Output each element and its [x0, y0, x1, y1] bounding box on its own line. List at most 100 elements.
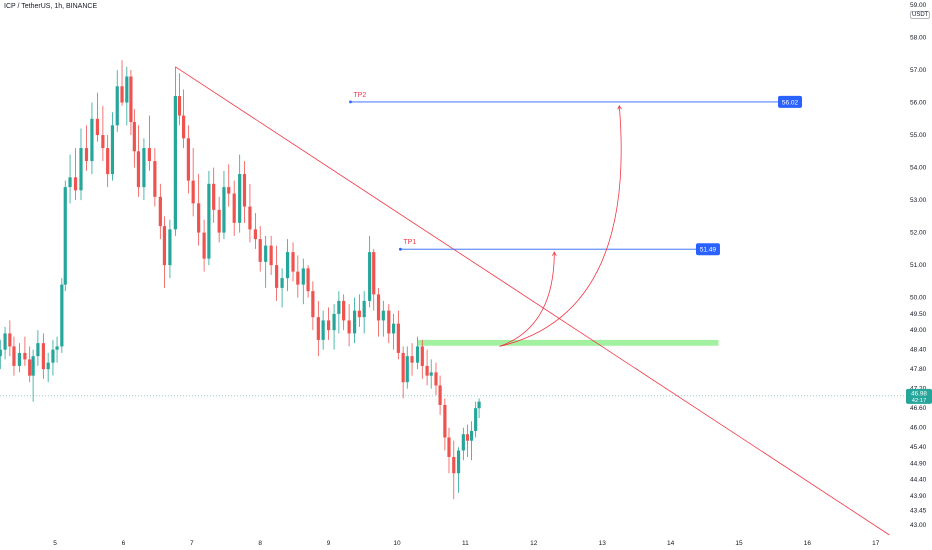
x-tick-label: 12: [530, 540, 538, 547]
y-tick-label: 49.50: [910, 311, 927, 318]
candle-body: [46, 362, 50, 370]
candle-body: [162, 226, 167, 266]
candle-body: [28, 359, 32, 376]
candle-body: [36, 343, 40, 357]
trendline[interactable]: [175, 66, 890, 536]
y-tick-label: 57.00: [910, 67, 927, 74]
candle-body: [125, 76, 129, 103]
candle-body: [381, 310, 385, 321]
y-tick-label: 43.90: [910, 493, 927, 500]
y-tick-label: 50.00: [910, 295, 927, 302]
candle-body: [173, 96, 177, 230]
tp-value-label: 56.02: [782, 99, 799, 106]
candle-body: [401, 352, 405, 383]
candle-body: [465, 434, 470, 441]
candle-body: [396, 323, 400, 353]
candle-body: [63, 187, 67, 285]
time-axis[interactable]: 5 6 7 8 9 10 11 12 13 14 15 16 17: [53, 540, 880, 547]
x-tick-label: 15: [735, 540, 743, 547]
candle-body: [212, 183, 216, 210]
currency-badge[interactable]: USDT: [910, 11, 931, 19]
arrows[interactable]: [499, 104, 622, 347]
candle-body: [425, 365, 429, 376]
tp-line-anchor: [349, 100, 352, 104]
candle-body: [132, 122, 136, 152]
candle-body: [291, 252, 295, 272]
candle-body: [337, 300, 341, 314]
x-tick-label: 16: [804, 540, 812, 547]
current-price-badge: [906, 388, 932, 404]
candle-body: [115, 86, 119, 126]
candle-body: [301, 268, 305, 285]
projection-arrow: [499, 105, 622, 347]
x-tick-label: 13: [599, 540, 607, 547]
candle-body: [405, 356, 409, 383]
x-tick-label: 8: [258, 540, 262, 547]
candle-body: [90, 118, 94, 162]
candle-body: [17, 352, 22, 366]
y-tick-label: 49.00: [910, 327, 927, 334]
candle-body: [168, 229, 172, 266]
tp-lines[interactable]: TP1 TP2: [349, 92, 781, 251]
tp-value-badge: [695, 243, 720, 256]
candle-body: [110, 125, 115, 175]
tp-value-label: 51.49: [700, 247, 717, 254]
price-axis[interactable]: 59.00 58.00 57.00 56.00 55.00 54.00 53.00 52.00…: [910, 2, 927, 529]
candle-body: [23, 352, 27, 360]
countdown-label: 42:17: [912, 398, 927, 404]
candle-body: [31, 356, 35, 376]
y-tick-label: 58.00: [910, 35, 927, 42]
tp-label: TP1: [403, 239, 416, 246]
tp-value-badge: [778, 95, 803, 108]
candle-body: [68, 177, 72, 188]
x-tick-label: 10: [393, 540, 401, 547]
projection-arrow: [499, 252, 555, 347]
candle-body: [429, 372, 433, 376]
candle-body: [372, 252, 376, 295]
candle-body: [362, 300, 366, 318]
candle-body: [101, 135, 105, 149]
candle-body: [136, 151, 141, 188]
target-zone[interactable]: [417, 339, 719, 346]
tp-label: TP2: [353, 92, 366, 99]
y-tick-label: 44.90: [910, 460, 927, 467]
candle-body: [181, 115, 186, 139]
candle-body: [327, 320, 331, 331]
candle-body: [280, 278, 284, 288]
x-tick-label: 6: [122, 540, 126, 547]
candle-body: [415, 346, 420, 363]
candle-body: [41, 343, 45, 370]
candle-body: [60, 284, 64, 347]
y-tick-label: 46.60: [910, 405, 927, 412]
y-tick-label: 46.00: [910, 425, 927, 432]
candle-body: [222, 187, 226, 233]
candle-body: [129, 76, 133, 123]
candle-body: [84, 148, 89, 162]
candle-body: [177, 96, 182, 116]
candle-body: [79, 148, 83, 191]
candle-body: [434, 372, 438, 386]
candle-body: [438, 385, 442, 405]
candle-body: [357, 310, 361, 318]
x-tick-label: 11: [462, 540, 469, 547]
candle-body: [202, 232, 206, 259]
candle-body: [197, 203, 201, 233]
y-tick-label: 55.00: [910, 132, 927, 139]
y-tick-label: 59.00: [910, 2, 927, 9]
arrow-head: [617, 104, 622, 110]
candle-body: [474, 408, 478, 431]
candle-body: [347, 320, 351, 334]
candle-body: [461, 434, 465, 451]
target-zone-rect: [417, 339, 719, 346]
candle-body: [321, 320, 325, 340]
candle-body: [352, 310, 357, 334]
candle-body: [306, 268, 310, 292]
candle-body: [420, 346, 424, 366]
candle-body: [269, 245, 273, 266]
candle-body: [253, 229, 258, 240]
x-tick-label: 7: [190, 540, 194, 547]
candle-body: [3, 333, 7, 350]
candle-body: [95, 118, 100, 136]
